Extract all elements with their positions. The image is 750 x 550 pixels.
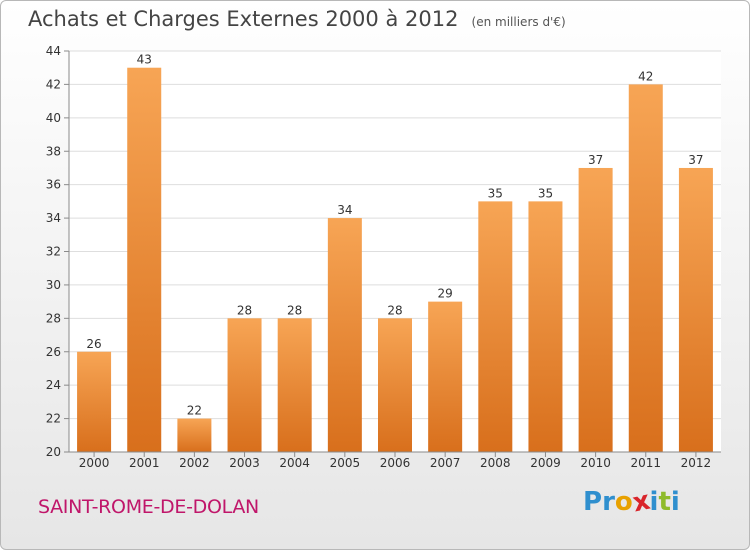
x-tick-label: 2006 <box>380 456 411 470</box>
y-tick-label: 44 <box>46 44 61 58</box>
x-tick-label: 2003 <box>229 456 260 470</box>
logo-letter: r <box>602 487 615 517</box>
y-tick-label: 22 <box>46 412 61 426</box>
bar <box>378 318 412 452</box>
chart-unit: (en milliers d'€) <box>471 15 566 29</box>
y-tick-label: 30 <box>46 278 61 292</box>
x-tick-label: 2008 <box>480 456 511 470</box>
logo-letter: P <box>583 487 603 517</box>
bar <box>127 67 162 452</box>
bar-value-label: 43 <box>137 53 152 67</box>
bar-value-label: 34 <box>337 203 352 217</box>
x-tick-label: 2000 <box>79 456 110 470</box>
commune-name: SAINT-ROME-DE-DOLAN <box>38 496 259 518</box>
x-tick-label: 2004 <box>279 456 310 470</box>
bar-value-label: 28 <box>387 303 402 317</box>
y-tick-label: 32 <box>46 245 61 259</box>
x-tick-label: 2010 <box>580 456 611 470</box>
y-tick-label: 36 <box>46 178 61 192</box>
title-block: Achats et Charges Externes 2000 à 2012 (… <box>28 7 566 31</box>
bar <box>327 218 362 452</box>
proxiti-logo: Proxiti <box>583 486 680 519</box>
bar-value-label: 37 <box>688 153 703 167</box>
bar <box>77 351 112 452</box>
y-tick-label: 20 <box>46 445 61 459</box>
y-tick-label: 40 <box>46 111 61 125</box>
bar-value-label: 28 <box>287 303 302 317</box>
bar <box>177 418 212 452</box>
x-tick-label: 2002 <box>179 456 210 470</box>
logo-letter: o <box>614 487 633 517</box>
y-tick-label: 34 <box>46 211 61 225</box>
bar-value-label: 42 <box>638 69 653 83</box>
bar-value-label: 35 <box>538 186 553 200</box>
bar <box>678 167 713 453</box>
bar-value-label: 28 <box>237 303 252 317</box>
bar-value-label: 26 <box>86 337 101 351</box>
bar-value-label: 37 <box>588 153 603 167</box>
bar <box>578 167 613 453</box>
bar <box>428 301 463 452</box>
y-tick-label: 38 <box>46 144 61 158</box>
logo-letter: i <box>670 487 680 517</box>
y-tick-label: 26 <box>46 345 61 359</box>
x-tick-label: 2001 <box>129 456 160 470</box>
y-tick-label: 42 <box>46 77 61 91</box>
chart-title: Achats et Charges Externes 2000 à 2012 <box>28 7 459 31</box>
x-tick-label: 2012 <box>681 456 712 470</box>
bar <box>628 84 663 453</box>
x-tick-label: 2005 <box>330 456 361 470</box>
x-tick-label: 2011 <box>630 456 661 470</box>
y-tick-label: 24 <box>46 378 61 392</box>
bar <box>478 201 513 452</box>
x-tick-label: 2009 <box>530 456 561 470</box>
logo-letter: t <box>658 487 671 517</box>
logo-letter: i <box>649 487 659 517</box>
y-tick-label: 28 <box>46 311 61 325</box>
x-tick-label: 2007 <box>430 456 461 470</box>
bar-value-label: 29 <box>438 287 453 301</box>
bar <box>528 201 563 452</box>
bar-chart: 20 22 24 26 28 30 32 34 36 38 40 42 44 26 2000 43 2001 22… <box>46 44 721 470</box>
bar-value-label: 35 <box>488 186 503 200</box>
bar <box>227 318 262 452</box>
bar <box>277 318 312 452</box>
bar-value-label: 22 <box>187 404 202 418</box>
